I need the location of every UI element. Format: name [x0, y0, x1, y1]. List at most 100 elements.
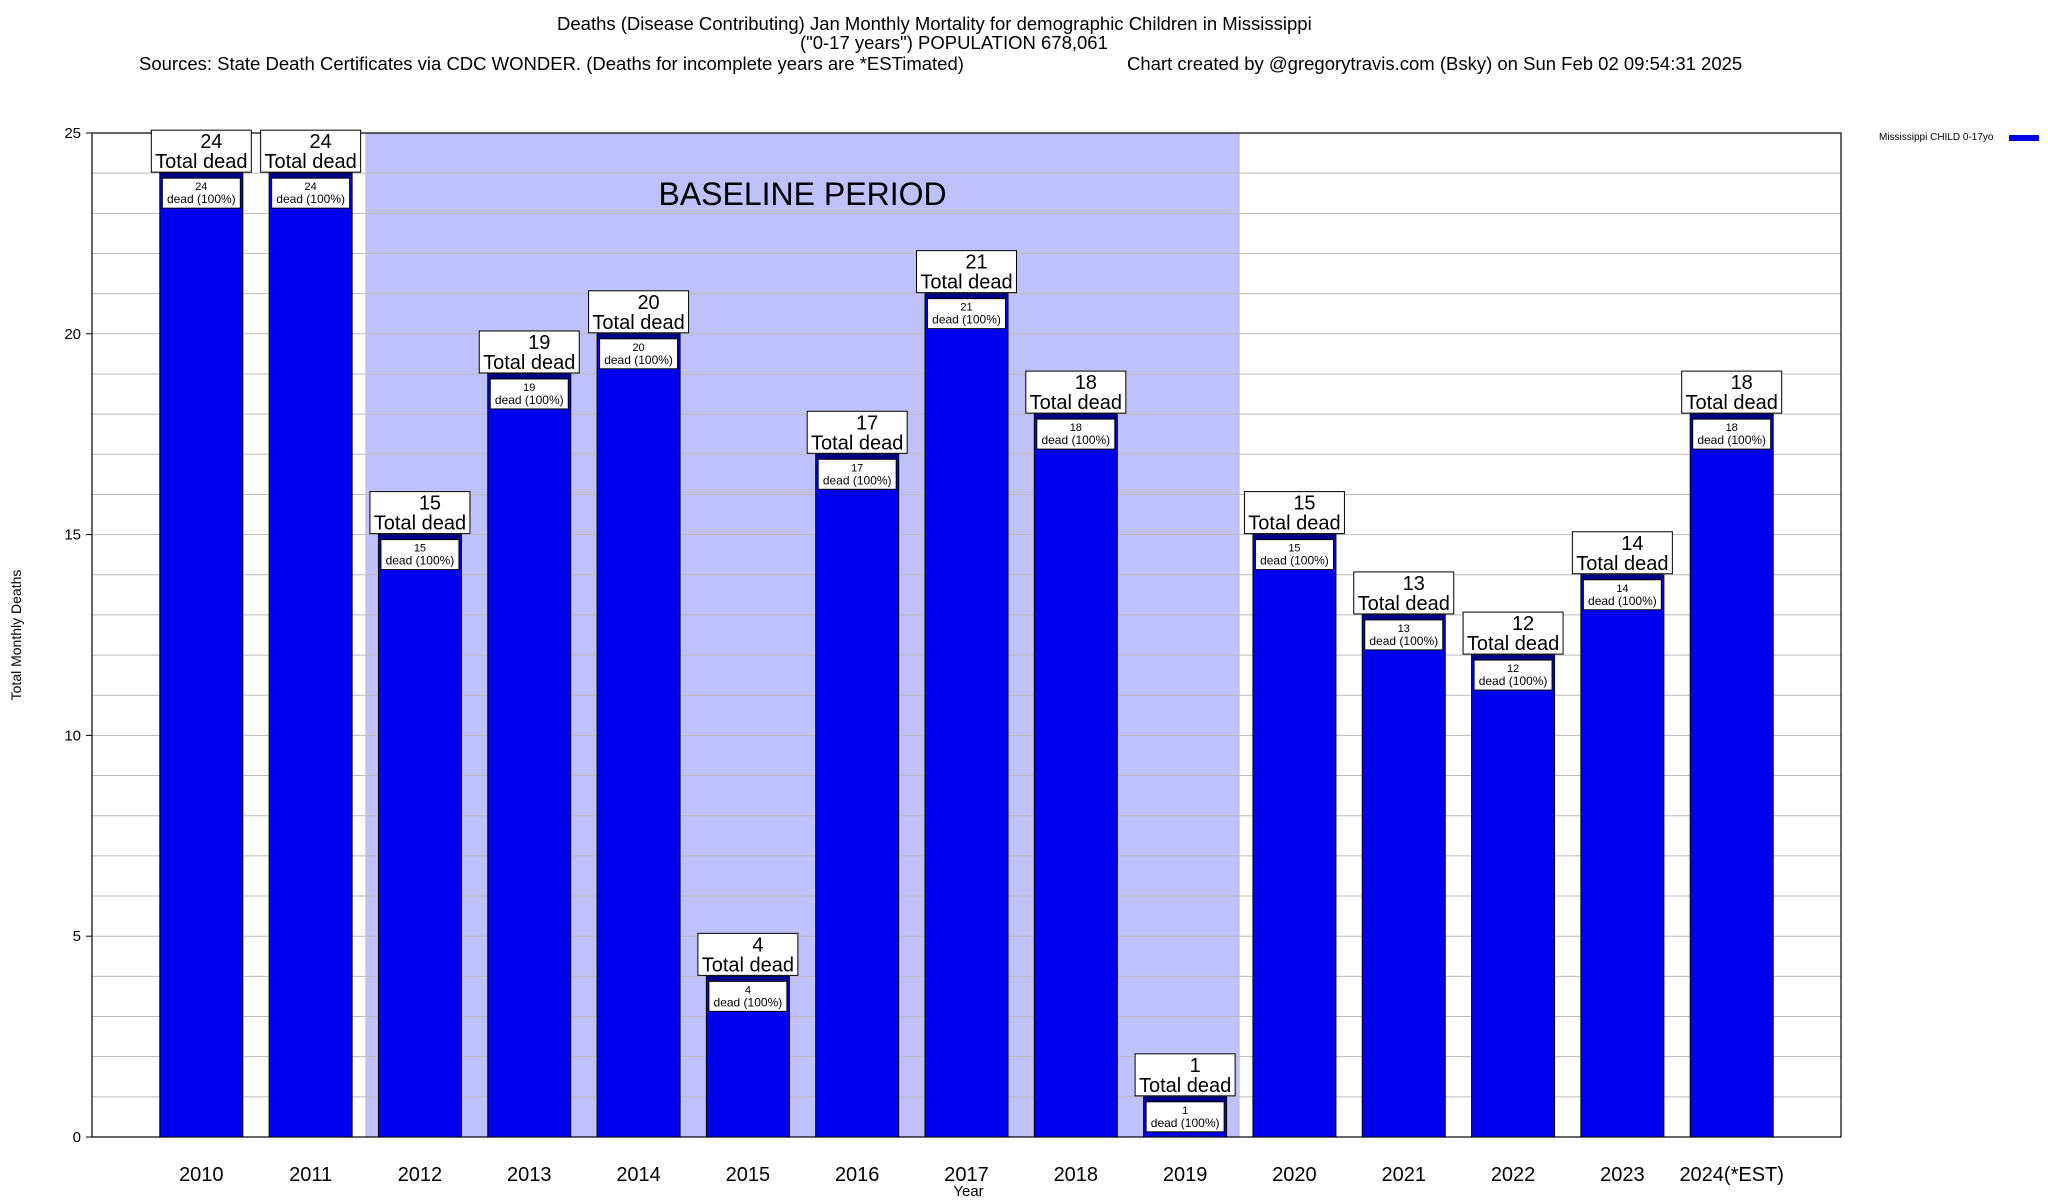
bar-total-label-box — [1681, 370, 1783, 414]
bar-cap — [1580, 574, 1664, 580]
bar-total-text-label: Total dead — [1248, 513, 1340, 535]
bar — [159, 172, 244, 1138]
bar-total-value-label: 17 — [856, 412, 878, 434]
bar-inner-percent-label: dead (100%) — [1260, 554, 1329, 568]
bar-total-label-box — [697, 932, 799, 976]
bar-total-value-label: 19 — [528, 332, 550, 354]
chart-title-line-1: Deaths (Disease Contributing) Jan Monthl… — [557, 13, 1312, 34]
bar-inner-label-box — [599, 338, 679, 370]
bar-cap — [597, 333, 681, 339]
bar — [1033, 413, 1118, 1138]
bar-total-value-label: 12 — [1512, 613, 1534, 635]
y-tick-label: 20 — [64, 326, 81, 343]
bar-cap — [487, 373, 571, 379]
bar — [924, 293, 1009, 1138]
bar-inner-percent-label: dead (100%) — [932, 313, 1001, 327]
bar-inner-percent-label: dead (100%) — [604, 353, 673, 367]
bar — [1471, 654, 1556, 1138]
bar-inner-value-label: 17 — [851, 462, 863, 474]
x-tick-label: 2021 — [1382, 1164, 1427, 1186]
bar-inner-percent-label: dead (100%) — [823, 473, 892, 487]
bar-cap — [269, 173, 353, 179]
bar-inner-label-box — [489, 378, 569, 410]
bar-total-value-label: 13 — [1403, 573, 1425, 595]
bar-inner-label-box — [1364, 619, 1444, 651]
bar — [377, 534, 462, 1138]
bar-inner-percent-label: dead (100%) — [276, 192, 345, 206]
baseline-period-label: BASELINE PERIOD — [658, 176, 946, 212]
bar-total-text-label: Total dead — [1467, 633, 1559, 655]
bar-inner-percent-label: dead (100%) — [1041, 433, 1110, 447]
bar — [487, 373, 572, 1138]
bar-total-text-label: Total dead — [592, 312, 684, 334]
legend-label: Mississippi CHILD 0-17yo — [1879, 132, 1994, 143]
bar-total-value-label: 24 — [200, 131, 222, 153]
bar — [1252, 534, 1337, 1138]
y-tick-label: 5 — [73, 928, 81, 945]
bar-total-label-box — [588, 290, 690, 334]
bar-inner-value-label: 4 — [745, 984, 751, 996]
x-tick-label: 2017 — [944, 1164, 989, 1186]
bar-inner-label-box — [271, 177, 351, 209]
x-tick-label: 2024(*EST) — [1679, 1164, 1784, 1186]
bar-cap — [378, 534, 462, 540]
x-tick-label: 2020 — [1272, 1164, 1317, 1186]
bar-inner-label-box — [817, 458, 897, 490]
x-tick-label: 2013 — [507, 1164, 552, 1186]
bar-inner-label-box — [1036, 418, 1116, 450]
bar-total-value-label: 20 — [637, 292, 659, 314]
bar-inner-label-box — [161, 177, 241, 209]
y-tick-label: 0 — [73, 1129, 81, 1146]
bar-inner-value-label: 19 — [523, 382, 535, 394]
y-tick-label: 15 — [64, 527, 81, 544]
bar-total-value-label: 18 — [1731, 372, 1753, 394]
bar-total-label-box — [1462, 611, 1564, 655]
bar-inner-percent-label: dead (100%) — [1479, 674, 1548, 688]
bar-inner-label-box — [1692, 418, 1772, 450]
bar-total-text-label: Total dead — [702, 954, 794, 976]
y-axis-label: Total Monthly Deaths — [8, 570, 24, 701]
bar-total-label-box — [1025, 370, 1127, 414]
bar-inner-label-box — [927, 298, 1006, 330]
bar-inner-label-box — [708, 980, 788, 1012]
x-tick-label: 2018 — [1054, 1164, 1099, 1186]
bar — [815, 453, 900, 1138]
bar-total-value-label: 15 — [1293, 493, 1315, 515]
bar-inner-percent-label: dead (100%) — [714, 995, 783, 1009]
bar-total-text-label: Total dead — [920, 272, 1012, 294]
chart-sources-text: Sources: State Death Certificates via CD… — [139, 53, 964, 74]
x-tick-label: 2011 — [289, 1164, 332, 1186]
bar-cap — [1143, 1096, 1227, 1102]
bar-inner-value-label: 15 — [1288, 543, 1300, 555]
x-tick-label: 2016 — [835, 1164, 880, 1186]
x-tick-label: 2019 — [1163, 1164, 1208, 1186]
chart-credit-text: Chart created by @gregorytravis.com (Bsk… — [1127, 53, 1743, 74]
x-tick-label: 2012 — [398, 1164, 443, 1186]
bar-total-label-box — [1353, 571, 1455, 615]
bar-inner-value-label: 20 — [632, 342, 644, 354]
bar — [1361, 614, 1446, 1138]
y-tick-label: 25 — [64, 125, 81, 142]
bar-inner-label-box — [1254, 539, 1334, 571]
bar-total-text-label: Total dead — [1139, 1075, 1231, 1097]
bar-inner-value-label: 24 — [195, 181, 207, 193]
x-tick-label: 2014 — [616, 1164, 661, 1186]
bar-inner-value-label: 13 — [1398, 623, 1410, 635]
bar-total-value-label: 15 — [419, 493, 441, 515]
bar — [596, 333, 681, 1138]
bar-inner-value-label: 21 — [960, 302, 972, 314]
bar-inner-value-label: 18 — [1070, 422, 1082, 434]
x-axis-label: Year — [953, 1183, 983, 1200]
bar-inner-label-box — [1582, 579, 1662, 611]
bar-inner-percent-label: dead (100%) — [1151, 1116, 1220, 1130]
bar-cap — [1471, 655, 1555, 661]
bar-total-value-label: 14 — [1621, 533, 1643, 555]
bar-total-label-box — [806, 410, 908, 454]
bar-cap — [815, 454, 899, 460]
bar-total-text-label: Total dead — [374, 513, 466, 535]
bar-total-text-label: Total dead — [1576, 553, 1668, 575]
bar-total-text-label: Total dead — [1686, 392, 1778, 414]
bar — [268, 172, 353, 1138]
bar-cap — [159, 173, 243, 179]
